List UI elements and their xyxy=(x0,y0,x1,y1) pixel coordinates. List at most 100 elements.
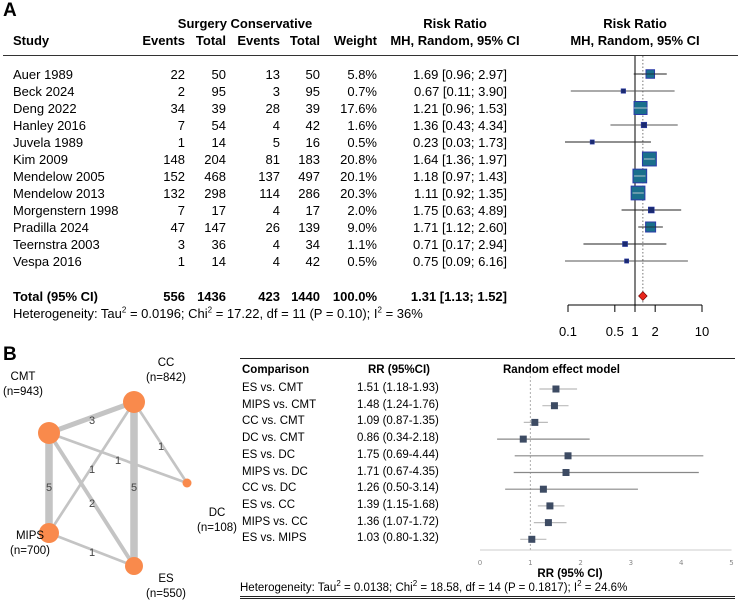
study-row-ct: 183 xyxy=(298,152,320,167)
heterogeneity-text: Heterogeneity: Tau xyxy=(13,306,122,321)
comparison-label: ES vs. MIPS xyxy=(242,532,307,545)
study-row-study: Beck 2024 xyxy=(13,84,75,99)
total-row-study: Total (95% CI) xyxy=(13,289,98,304)
study-row-weight: 20.3% xyxy=(340,186,377,201)
study-row-study: Mendelow 2013 xyxy=(13,186,105,201)
total-row-se: 556 xyxy=(163,289,185,304)
study-row-se: 148 xyxy=(163,152,185,167)
comparison-label: DC vs. CMT xyxy=(242,432,305,445)
study-row-rr-text: 1.36 [0.43; 4.34] xyxy=(413,118,507,133)
study-box xyxy=(589,139,595,145)
study-row-rr-text: 0.67 [0.11; 3.90] xyxy=(414,84,507,99)
network-edge xyxy=(47,401,136,534)
comparison-rr: 1.75 (0.69-4.44) xyxy=(357,448,439,461)
node-label: MIPS xyxy=(16,530,44,542)
study-row-st: 95 xyxy=(211,84,226,99)
study-row-rr-text: 1.75 [0.63; 4.89] xyxy=(413,203,507,218)
comparison-label: CC vs. CMT xyxy=(242,415,305,428)
study-box xyxy=(640,121,648,129)
comparison-label: ES vs. DC xyxy=(242,448,296,461)
comparison-rr: 1.48 (1.24-1.76) xyxy=(357,398,439,411)
network-node xyxy=(39,523,59,543)
study-row-study: Teernstra 2003 xyxy=(13,237,100,252)
heterogeneity-text: = 18.58, df = 14 (P = 0.1817); I xyxy=(417,582,578,594)
network-node xyxy=(38,422,60,444)
study-row-weight: 17.6% xyxy=(340,101,377,116)
study-box xyxy=(620,88,626,94)
superscript: 2 xyxy=(377,305,382,315)
study-header: Study xyxy=(13,33,50,48)
superscript: 2 xyxy=(412,579,418,589)
study-row-study: Pradilla 2024 xyxy=(13,220,89,235)
heterogeneity-text: = 17.22, df = 11 (P = 0.10); I xyxy=(212,306,378,321)
study-row-st: 468 xyxy=(204,169,226,184)
study-row-rr-text: 1.71 [1.12; 2.60] xyxy=(413,220,507,235)
rr-marker xyxy=(544,519,552,527)
superscript: 2 xyxy=(577,579,582,589)
node-count: (n=108) xyxy=(197,522,237,534)
network-node xyxy=(182,478,192,488)
study-row-ce: 26 xyxy=(265,220,280,235)
x-tick-label-b: 1 xyxy=(528,559,532,567)
study-row-study: Kim 2009 xyxy=(13,152,68,167)
comparison-label: MIPS vs. CC xyxy=(242,515,308,528)
study-box xyxy=(622,241,628,247)
comparison-label: CC vs. DC xyxy=(242,482,297,495)
study-row-ce: 3 xyxy=(272,84,280,99)
study-row-ce: 13 xyxy=(265,67,280,82)
node-label: CMT xyxy=(11,371,36,383)
b-bottom-rule xyxy=(240,596,735,597)
study-row-rr-text: 0.75 [0.09; 6.16] xyxy=(413,254,507,269)
superscript: 2 xyxy=(121,305,127,315)
conservative-total-header: Total xyxy=(289,33,320,48)
node-count: (n=700) xyxy=(10,545,50,557)
study-row-rr-text: 0.71 [0.17; 2.94] xyxy=(413,237,507,252)
study-row-ct: 16 xyxy=(305,135,320,150)
study-row-se: 132 xyxy=(163,186,185,201)
heterogeneity-a: Heterogeneity: Tau2 = 0.0196; Chi2 = 17.… xyxy=(13,306,423,321)
comparison-label: ES vs. CMT xyxy=(242,382,304,394)
x-tick-label-a: 10 xyxy=(695,324,709,339)
x-tick-label-a: 0.5 xyxy=(606,324,624,339)
network-edge xyxy=(48,399,135,436)
comparison-header: Comparison xyxy=(242,364,310,376)
superscript: 2 xyxy=(207,305,213,315)
x-tick-label-b: 4 xyxy=(679,559,684,567)
study-row-se: 22 xyxy=(170,67,185,82)
network-node xyxy=(123,391,145,413)
study-box xyxy=(624,258,630,264)
network-edge xyxy=(48,431,188,485)
comparison-rr: 1.09 (0.87-1.35) xyxy=(357,415,439,428)
study-row-study: Mendelow 2005 xyxy=(13,169,105,184)
study-row-st: 54 xyxy=(211,118,226,133)
edge-label: 5 xyxy=(131,482,137,494)
study-row-weight: 20.1% xyxy=(340,169,377,184)
comparison-label: MIPS vs. CMT xyxy=(242,398,317,411)
node-label: ES xyxy=(158,573,174,585)
study-row-ct: 17 xyxy=(305,203,320,218)
comparison-label: ES vs. CC xyxy=(242,498,296,511)
node-label: CC xyxy=(158,357,175,369)
study-row-ce: 137 xyxy=(258,169,280,184)
study-row-st: 14 xyxy=(211,135,226,150)
study-row-ct: 34 xyxy=(305,237,320,252)
study-row-study: Juvela 1989 xyxy=(13,135,84,150)
heterogeneity-text: = 24.6% xyxy=(581,582,628,594)
network-edge xyxy=(48,531,135,568)
study-row-study: Deng 2022 xyxy=(13,101,77,116)
study-row-se: 7 xyxy=(177,203,185,218)
comparison-rr: 1.03 (0.80-1.32) xyxy=(357,532,439,545)
study-row-weight: 5.8% xyxy=(347,67,377,82)
study-row-se: 3 xyxy=(177,237,185,252)
node-count: (n=550) xyxy=(146,588,186,600)
x-tick-label-b: 0 xyxy=(478,559,482,567)
surgery-total-header: Total xyxy=(195,33,226,48)
total-row-ct: 1440 xyxy=(291,289,320,304)
node-count: (n=943) xyxy=(3,386,43,398)
study-row-ce: 4 xyxy=(272,237,280,252)
comparison-rr: 1.26 (0.50-3.14) xyxy=(357,482,439,495)
study-row-weight: 2.0% xyxy=(347,203,377,218)
study-row-ce: 81 xyxy=(265,152,280,167)
pooled-diamond xyxy=(638,291,648,301)
network-diagram: 3 5 5 2 1 1 1 1 CMT (n=943) CC (n=842) DC (n=108) MIPS… xyxy=(3,357,237,600)
